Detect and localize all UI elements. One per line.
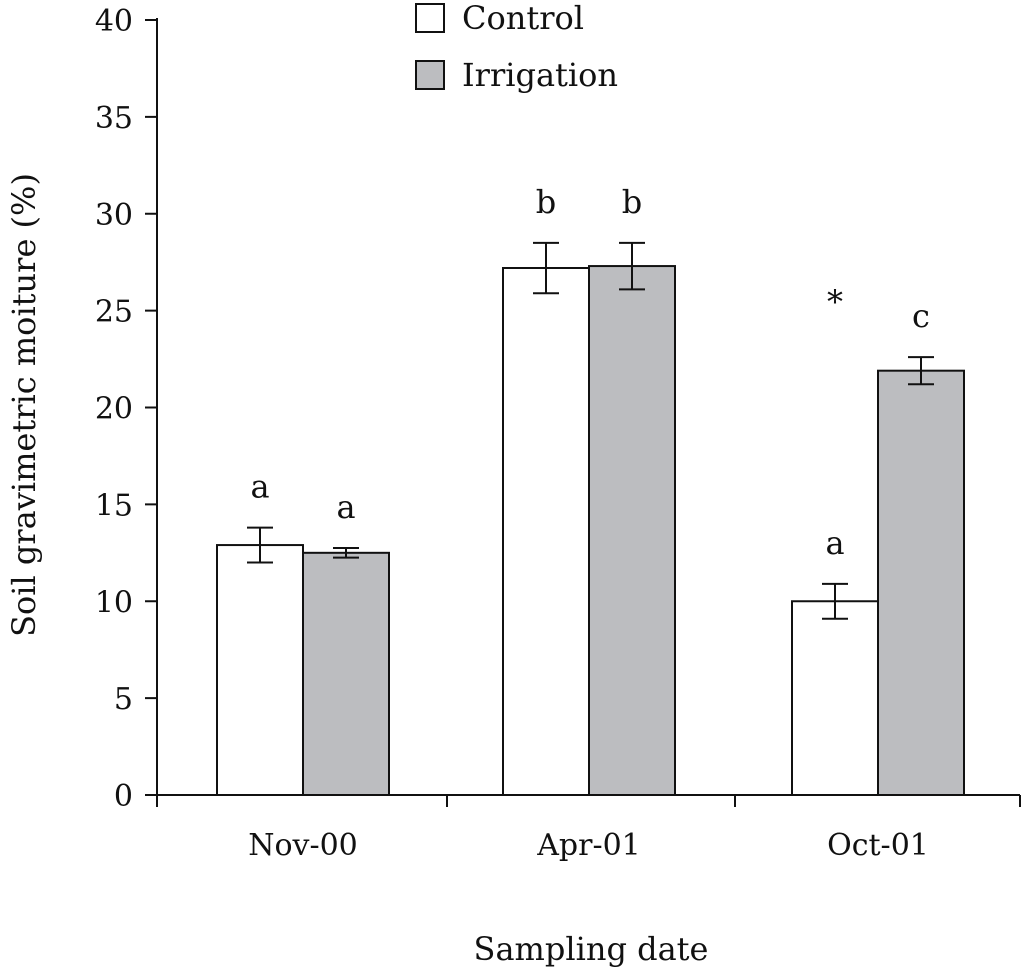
- significance-letter-irrigation-apr-01: b: [622, 183, 642, 221]
- x-tick-label-nov-00: Nov-00: [248, 828, 358, 863]
- y-tick-label-0: 0: [114, 779, 133, 814]
- y-tick-label-40: 40: [95, 4, 133, 39]
- y-tick-label-25: 25: [95, 295, 133, 330]
- significance-letter-control-oct-01: a: [825, 524, 844, 562]
- y-tick-label-35: 35: [95, 101, 133, 136]
- y-axis-title: Soil gravimetric moiture (%): [5, 173, 43, 637]
- legend: Control Irrigation: [415, 0, 618, 94]
- bar-control-nov-00: [216, 544, 304, 796]
- bar-irrigation-apr-01: [588, 265, 676, 796]
- y-tick-label-15: 15: [95, 488, 133, 523]
- legend-label-irrigation: Irrigation: [462, 56, 618, 94]
- y-tick-label-5: 5: [114, 682, 133, 717]
- axes-layer: 0 5 10 15 20 25 30 35 40 Nov-00 Apr-01 Oct-01: [95, 4, 1021, 863]
- legend-label-control: Control: [462, 0, 584, 37]
- legend-swatch-control: [415, 3, 445, 33]
- bar-control-oct-01: [791, 600, 879, 796]
- bars-layer: [216, 241, 965, 796]
- significance-letter-control-nov-00: a: [250, 468, 269, 506]
- annotations-layer: a b a a b c *: [250, 183, 930, 562]
- significance-letter-irrigation-oct-01: c: [912, 297, 930, 335]
- annotation-asterisk-0: *: [827, 283, 843, 321]
- bar-irrigation-nov-00: [302, 551, 390, 796]
- x-axis-title: Sampling date: [474, 930, 709, 968]
- bar-control-apr-01: [502, 267, 590, 796]
- y-tick-label-30: 30: [95, 198, 133, 233]
- bar-irrigation-oct-01: [877, 369, 965, 796]
- y-tick-label-10: 10: [95, 585, 133, 620]
- significance-letter-control-apr-01: b: [536, 183, 556, 221]
- legend-swatch-irrigation: [415, 60, 445, 90]
- x-tick-label-apr-01: Apr-01: [536, 828, 641, 863]
- significance-letter-irrigation-nov-00: a: [336, 488, 355, 526]
- y-tick-label-20: 20: [95, 392, 133, 427]
- x-tick-label-oct-01: Oct-01: [827, 828, 929, 863]
